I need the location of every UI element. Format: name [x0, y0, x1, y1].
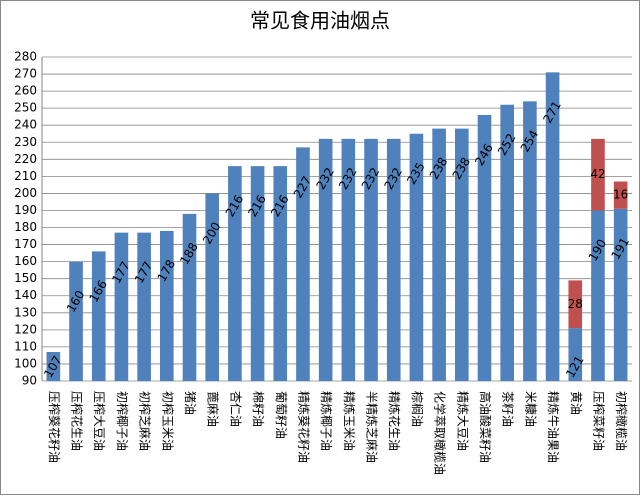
x-tick-label: 初榨芝麻油	[138, 391, 153, 451]
x-tick-label: 精炼大豆油	[455, 391, 470, 451]
y-tick-label: 250	[14, 101, 37, 115]
bar	[613, 181, 628, 209]
bar	[182, 213, 197, 381]
x-tick-label: 葡萄籽油	[274, 391, 288, 439]
y-tick-label: 270	[14, 67, 37, 81]
bar	[409, 133, 424, 381]
y-tick-label: 210	[14, 169, 37, 183]
x-tick-label: 精炼葵花籽油	[296, 391, 311, 463]
data-label: 42	[590, 167, 605, 181]
bar	[114, 232, 129, 381]
x-tick-label: 压榨花生油	[70, 391, 85, 451]
bar	[568, 280, 583, 329]
bar	[568, 328, 583, 381]
bar	[273, 166, 288, 381]
y-tick-label: 200	[14, 186, 37, 200]
bar	[386, 138, 401, 381]
bar	[137, 232, 151, 381]
bar	[455, 128, 469, 381]
y-tick-label: 240	[14, 118, 37, 132]
x-tick-label: 压榨菜籽油	[591, 391, 606, 451]
x-tick-label: 压榨葵花籽油	[47, 391, 62, 463]
y-tick-label: 280	[14, 50, 37, 64]
x-tick-label: 猪油	[183, 391, 197, 415]
y-tick-label: 150	[14, 271, 37, 285]
data-label: 16	[613, 188, 628, 202]
bar	[613, 208, 628, 381]
x-tick-label: 初榨玉米油	[160, 391, 175, 451]
data-label: 28	[568, 297, 583, 311]
x-tick-label: 精炼花生油	[387, 391, 402, 451]
x-tick-label: 杏仁油	[228, 391, 242, 427]
chart-title: 常见食用油烟点	[250, 9, 390, 33]
x-tick-label: 棉籽油	[251, 391, 265, 427]
bar	[500, 104, 514, 381]
y-tick-label: 230	[14, 135, 37, 149]
y-tick-label: 130	[14, 305, 37, 319]
x-tick-label: 棕榈油	[410, 391, 425, 427]
y-tick-label: 120	[14, 322, 37, 336]
bar	[205, 193, 219, 381]
y-tick-label: 180	[14, 220, 37, 234]
bar	[250, 166, 265, 381]
y-tick-label: 90	[22, 374, 37, 388]
x-tick-label: 初榨椰子油	[115, 391, 130, 451]
x-tick-label: 压榨大豆油	[92, 391, 107, 451]
x-tick-label: 化学萃取橄榄油	[433, 391, 448, 475]
bar	[591, 138, 605, 211]
bar	[432, 128, 446, 381]
x-tick-label: 高油酸菜籽油	[478, 391, 493, 463]
bar	[91, 251, 106, 381]
y-tick-label: 140	[14, 288, 37, 302]
y-tick-label: 220	[14, 152, 37, 166]
bar	[477, 114, 492, 382]
bar	[545, 72, 560, 382]
x-tick-label: 初榨橄榄油	[614, 391, 629, 451]
x-tick-label: 黄油	[569, 391, 583, 415]
bar	[69, 261, 83, 381]
y-tick-label: 100	[14, 356, 37, 370]
bar	[318, 138, 333, 381]
y-tick-label: 260	[14, 84, 37, 98]
bar	[591, 210, 605, 381]
x-tick-label: 蓖麻油	[206, 391, 221, 427]
bar	[341, 138, 356, 381]
bar	[228, 166, 242, 381]
y-tick-label: 190	[14, 203, 37, 217]
x-tick-label: 茶籽油	[501, 391, 516, 427]
bar	[296, 147, 310, 381]
y-tick-label: 160	[14, 254, 37, 268]
bar	[160, 230, 174, 381]
y-tick-label: 110	[14, 339, 37, 353]
x-tick-label: 精炼椰子油	[319, 391, 334, 451]
x-tick-label: 精炼牛油果油	[546, 391, 561, 463]
bar	[46, 352, 61, 381]
x-tick-label: 半精炼芝麻油	[365, 391, 380, 463]
x-tick-label: 精炼玉米油	[342, 391, 357, 451]
bar	[364, 138, 378, 381]
bar	[523, 101, 537, 381]
y-tick-label: 170	[14, 237, 37, 251]
x-tick-label: 米糠油	[523, 391, 538, 427]
